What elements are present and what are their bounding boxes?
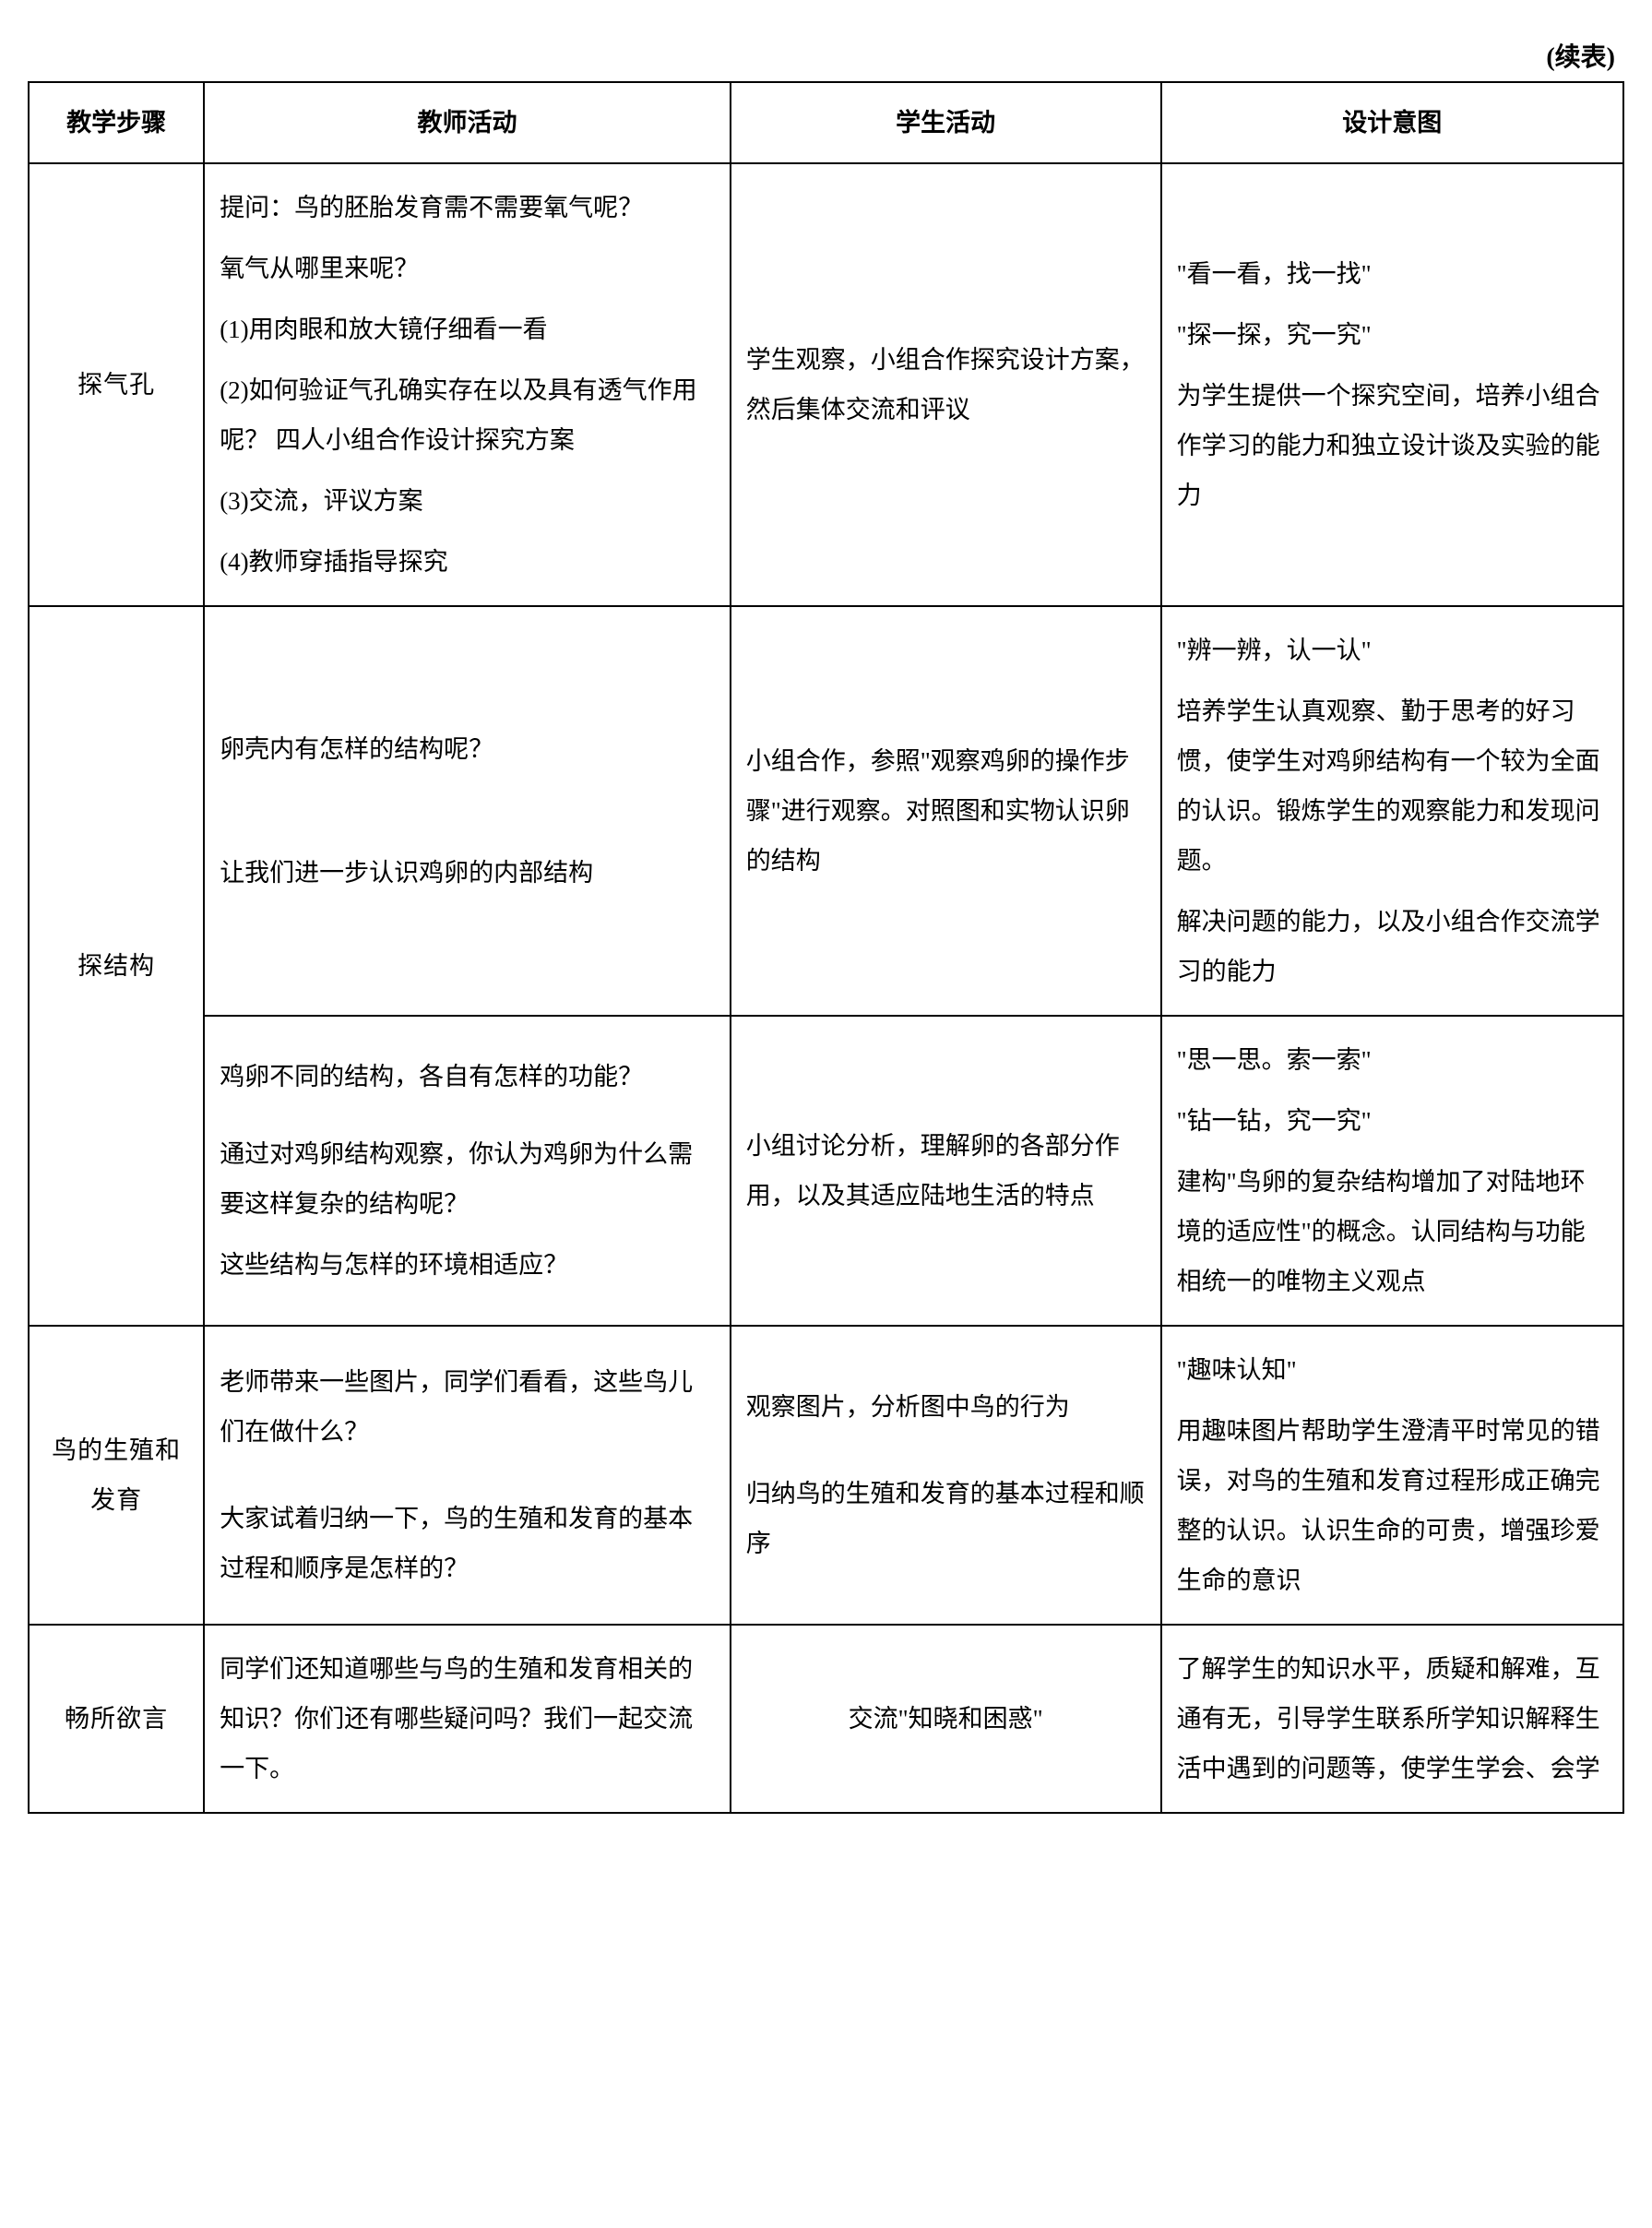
- teacher-text: 大家试着归纳一下，鸟的生殖和发育的基本过程和顺序是怎样的？: [220, 1494, 715, 1593]
- header-teacher: 教师活动: [204, 82, 731, 163]
- lesson-plan-table: 教学步骤 教师活动 学生活动 设计意图 探气孔 提问：鸟的胚胎发育需不需要氧气呢…: [28, 81, 1624, 1814]
- continued-label: (续表): [28, 37, 1624, 74]
- teacher-text: 鸡卵不同的结构，各自有怎样的功能？: [220, 1052, 715, 1102]
- table-row: 鸡卵不同的结构，各自有怎样的功能？ 通过对鸡卵结构观察，你认为鸡卵为什么需要这样…: [29, 1016, 1623, 1326]
- intent-text: "探一探，究一究": [1177, 310, 1608, 360]
- student-cell: 小组合作，参照"观察鸡卵的操作步骤"进行观察。对照图和实物认识卵的结构: [731, 606, 1161, 1016]
- student-cell: 交流"知晓和困惑": [731, 1625, 1161, 1813]
- step-label: 鸟的生殖和发育: [52, 1436, 181, 1514]
- step-label: 畅所欲言: [65, 1705, 168, 1733]
- student-text: 观察图片，分析图中鸟的行为: [746, 1382, 1146, 1432]
- intent-cell: "趣味认知" 用趣味图片帮助学生澄清平时常见的错误，对鸟的生殖和发育过程形成正确…: [1161, 1326, 1623, 1625]
- teacher-text: 通过对鸡卵结构观察，你认为鸡卵为什么需要这样复杂的结构呢？: [220, 1129, 715, 1229]
- teacher-text: (2)如何验证气孔确实存在以及具有透气作用呢？ 四人小组合作设计探究方案: [220, 365, 715, 465]
- student-text: 交流"知晓和困惑": [849, 1705, 1043, 1733]
- teacher-cell: 鸡卵不同的结构，各自有怎样的功能？ 通过对鸡卵结构观察，你认为鸡卵为什么需要这样…: [204, 1016, 731, 1326]
- step-label: 探结构: [77, 952, 155, 980]
- intent-cell: "辨一辨，认一认" 培养学生认真观察、勤于思考的好习惯，使学生对鸡卵结构有一个较…: [1161, 606, 1623, 1016]
- intent-cell: "思一思。索一索" "钻一钻，究一究" 建构"鸟卵的复杂结构增加了对陆地环境的适…: [1161, 1016, 1623, 1326]
- teacher-cell: 老师带来一些图片，同学们看看，这些鸟儿们在做什么？ 大家试着归纳一下，鸟的生殖和…: [204, 1326, 731, 1625]
- intent-cell: 了解学生的知识水平，质疑和解难，互通有无，引导学生联系所学知识解释生活中遇到的问…: [1161, 1625, 1623, 1813]
- teacher-cell: 提问：鸟的胚胎发育需不需要氧气呢？ 氧气从哪里来呢？ (1)用肉眼和放大镜仔细看…: [204, 163, 731, 606]
- intent-text: "思一思。索一索": [1177, 1035, 1608, 1085]
- student-text: 小组合作，参照"观察鸡卵的操作步骤"进行观察。对照图和实物认识卵的结构: [746, 747, 1130, 875]
- student-text: 学生观察，小组合作探究设计方案，然后集体交流和评议: [746, 346, 1145, 423]
- teacher-text: 氧气从哪里来呢？: [220, 244, 715, 293]
- table-row: 鸟的生殖和发育 老师带来一些图片，同学们看看，这些鸟儿们在做什么？ 大家试着归纳…: [29, 1326, 1623, 1625]
- teacher-text: 卵壳内有怎样的结构呢？: [220, 724, 715, 774]
- intent-text: 建构"鸟卵的复杂结构增加了对陆地环境的适应性"的概念。认同结构与功能相统一的唯物…: [1177, 1157, 1608, 1306]
- student-cell: 学生观察，小组合作探究设计方案，然后集体交流和评议: [731, 163, 1161, 606]
- step-cell: 探气孔: [29, 163, 204, 606]
- student-text: 归纳鸟的生殖和发育的基本过程和顺序: [746, 1469, 1146, 1568]
- teacher-text: 老师带来一些图片，同学们看看，这些鸟儿们在做什么？: [220, 1357, 715, 1457]
- intent-text: 为学生提供一个探究空间，培养小组合作学习的能力和独立设计谈及实验的能力: [1177, 371, 1608, 520]
- intent-text: "辨一辨，认一认": [1177, 626, 1608, 675]
- teacher-text: 让我们进一步认识鸡卵的内部结构: [220, 848, 715, 898]
- teacher-cell: 同学们还知道哪些与鸟的生殖和发育相关的知识？你们还有哪些疑问吗？我们一起交流一下…: [204, 1625, 731, 1813]
- table-header-row: 教学步骤 教师活动 学生活动 设计意图: [29, 82, 1623, 163]
- student-cell: 观察图片，分析图中鸟的行为 归纳鸟的生殖和发育的基本过程和顺序: [731, 1326, 1161, 1625]
- student-text: 小组讨论分析，理解卵的各部分作用，以及其适应陆地生活的特点: [746, 1132, 1120, 1209]
- teacher-text: 提问：鸟的胚胎发育需不需要氧气呢？: [220, 183, 715, 232]
- table-row: 探气孔 提问：鸟的胚胎发育需不需要氧气呢？ 氧气从哪里来呢？ (1)用肉眼和放大…: [29, 163, 1623, 606]
- step-label: 探气孔: [77, 371, 155, 399]
- intent-text: 解决问题的能力，以及小组合作交流学习的能力: [1177, 897, 1608, 996]
- teacher-text: (1)用肉眼和放大镜仔细看一看: [220, 304, 715, 354]
- teacher-text: (3)交流，评议方案: [220, 476, 715, 526]
- step-cell: 鸟的生殖和发育: [29, 1326, 204, 1625]
- intent-text: 用趣味图片帮助学生澄清平时常见的错误，对鸟的生殖和发育过程形成正确完整的认识。认…: [1177, 1406, 1608, 1605]
- header-step: 教学步骤: [29, 82, 204, 163]
- intent-text: 培养学生认真观察、勤于思考的好习惯，使学生对鸡卵结构有一个较为全面的认识。锻炼学…: [1177, 686, 1608, 886]
- intent-cell: "看一看，找一找" "探一探，究一究" 为学生提供一个探究空间，培养小组合作学习…: [1161, 163, 1623, 606]
- header-student: 学生活动: [731, 82, 1161, 163]
- step-cell: 畅所欲言: [29, 1625, 204, 1813]
- teacher-text: 同学们还知道哪些与鸟的生殖和发育相关的知识？你们还有哪些疑问吗？我们一起交流一下…: [220, 1655, 693, 1782]
- intent-text: "趣味认知": [1177, 1345, 1608, 1395]
- intent-text: "看一看，找一找": [1177, 249, 1608, 299]
- student-cell: 小组讨论分析，理解卵的各部分作用，以及其适应陆地生活的特点: [731, 1016, 1161, 1326]
- intent-text: "钻一钻，究一究": [1177, 1096, 1608, 1146]
- teacher-text: (4)教师穿插指导探究: [220, 537, 715, 587]
- step-cell: 探结构: [29, 606, 204, 1326]
- table-row: 探结构 卵壳内有怎样的结构呢？ 让我们进一步认识鸡卵的内部结构 小组合作，参照"…: [29, 606, 1623, 1016]
- header-intent: 设计意图: [1161, 82, 1623, 163]
- teacher-text: 这些结构与怎样的环境相适应？: [220, 1240, 715, 1290]
- table-row: 畅所欲言 同学们还知道哪些与鸟的生殖和发育相关的知识？你们还有哪些疑问吗？我们一…: [29, 1625, 1623, 1813]
- teacher-cell: 卵壳内有怎样的结构呢？ 让我们进一步认识鸡卵的内部结构: [204, 606, 731, 1016]
- intent-text: 了解学生的知识水平，质疑和解难，互通有无，引导学生联系所学知识解释生活中遇到的问…: [1177, 1655, 1600, 1782]
